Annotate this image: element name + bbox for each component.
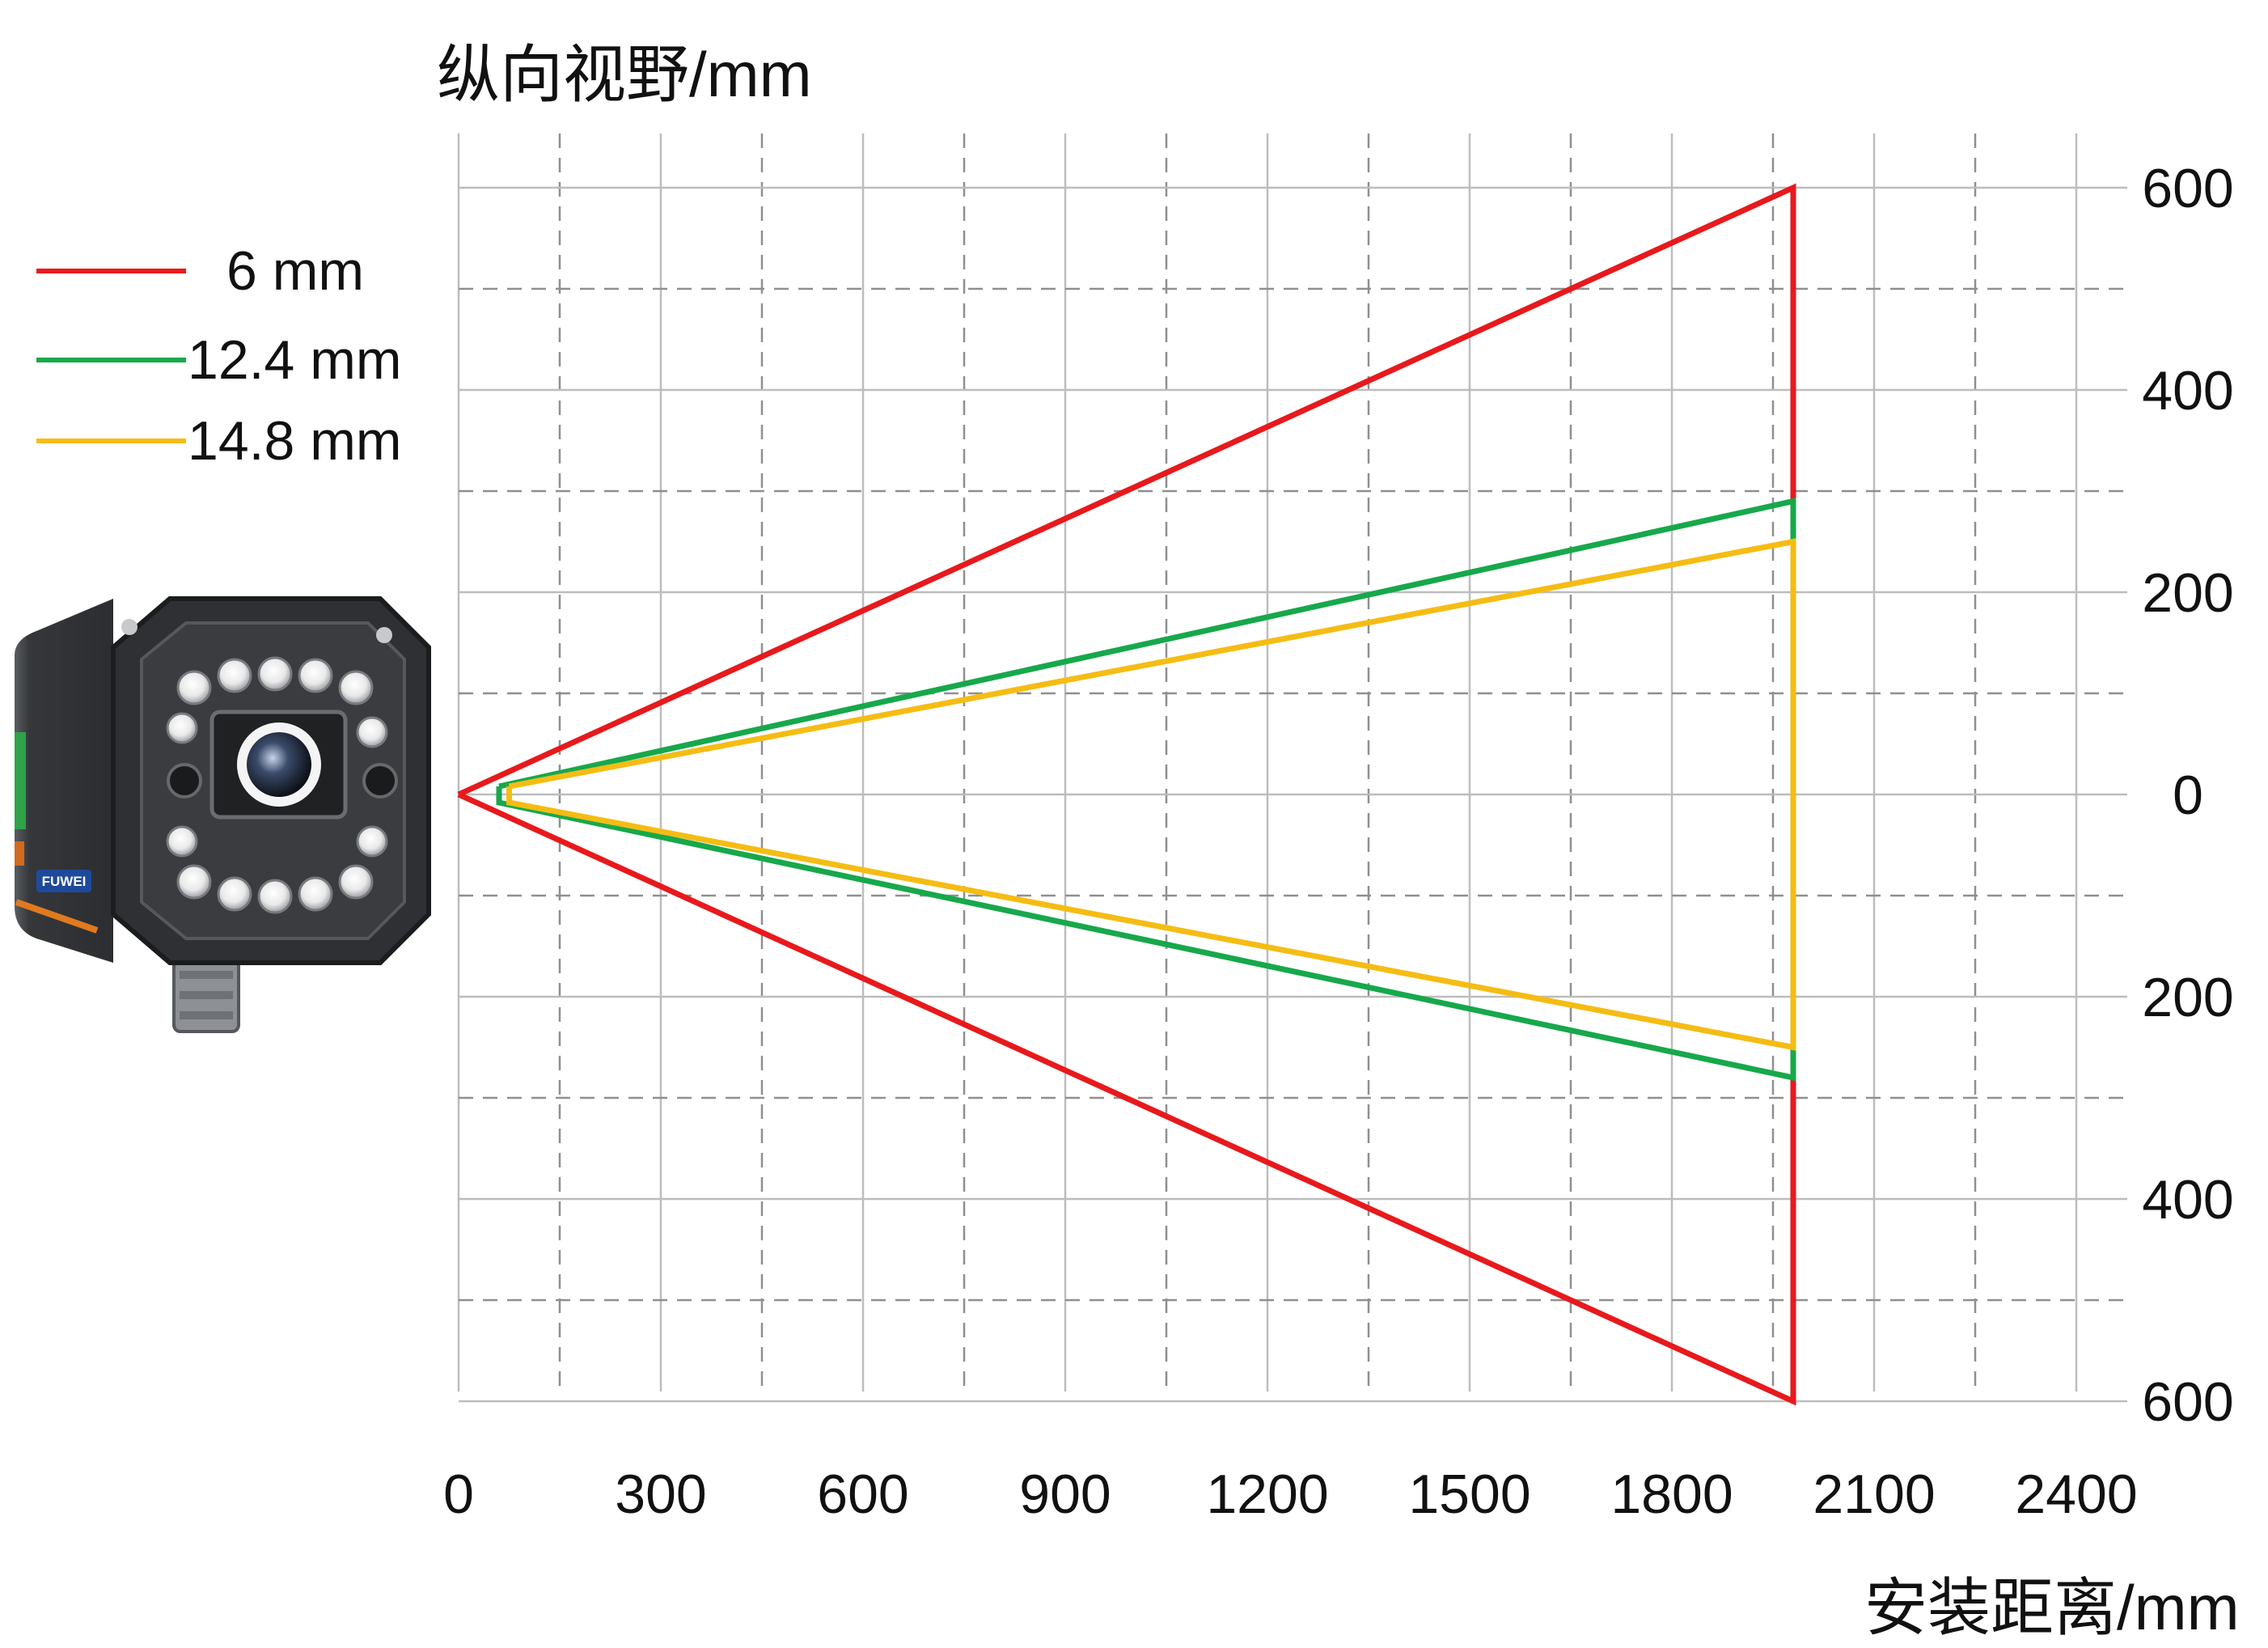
x-tick-labels: 0 300 600 900 1200 1500 1800 2100 2400 — [443, 1464, 2138, 1525]
x-tick-label: 1200 — [1206, 1464, 1328, 1525]
y-tick-label: 200 — [2142, 967, 2233, 1028]
legend-label: 12.4 mm — [188, 329, 402, 391]
camera-image: FUWEI — [15, 596, 431, 1033]
x-tick-label: 300 — [615, 1464, 706, 1525]
grid — [457, 133, 2127, 1403]
y-tick-label: 200 — [2142, 562, 2233, 624]
x-tick-label: 0 — [443, 1464, 474, 1525]
x-tick-label: 600 — [817, 1464, 908, 1525]
y-tick-label: 600 — [2142, 1371, 2233, 1433]
legend-label: 6 mm — [226, 240, 364, 302]
x-tick-label: 2400 — [2015, 1464, 2137, 1525]
legend-label: 14.8 mm — [188, 410, 402, 472]
y-tick-label: 0 — [2173, 765, 2203, 826]
y-tick-labels: 600 400 200 0 200 400 600 — [2142, 158, 2233, 1433]
series-line-2 — [496, 498, 1796, 1082]
led-ring — [166, 656, 388, 914]
y-axis-label: 纵向视野/mm — [437, 39, 812, 110]
y-tick-label: 400 — [2142, 1169, 2233, 1231]
x-tick-label: 1500 — [1408, 1464, 1530, 1525]
series-layer — [457, 183, 1796, 1406]
y-tick-label: 600 — [2142, 158, 2233, 219]
x-tick-label: 2100 — [1813, 1464, 1935, 1525]
y-tick-label: 400 — [2142, 360, 2233, 422]
x-tick-label: 900 — [1019, 1464, 1111, 1525]
x-axis-label: 安装距离/mm — [1864, 1572, 2240, 1643]
series-line-3 — [506, 538, 1796, 1051]
x-tick-label: 1800 — [1610, 1464, 1733, 1525]
legend: 6 mm 12.4 mm 14.8 mm — [36, 240, 402, 472]
brand-logo: FUWEI — [42, 874, 87, 889]
